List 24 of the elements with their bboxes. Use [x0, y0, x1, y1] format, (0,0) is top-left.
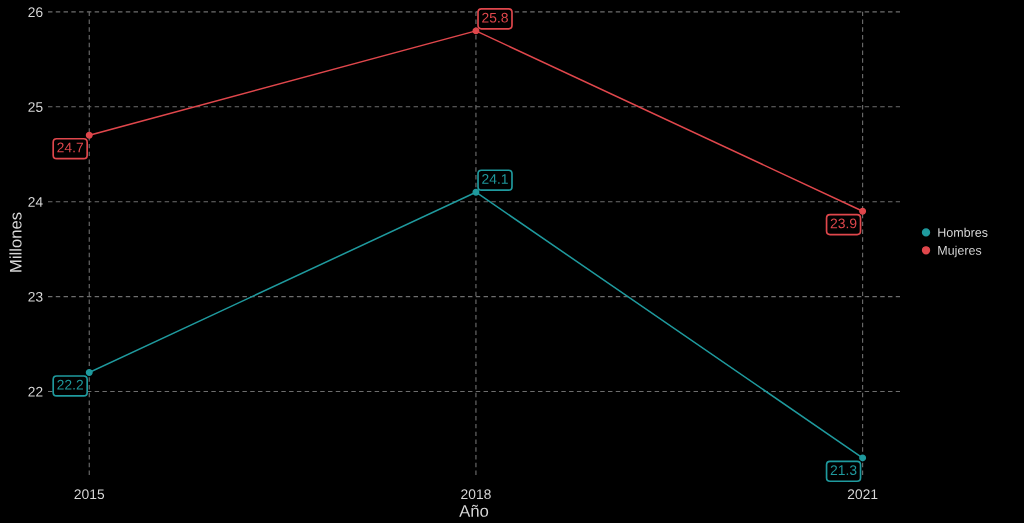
y-tick-label: 23 [28, 291, 43, 302]
x-tick-label: 2015 [74, 489, 105, 500]
data-label: 24.7 [57, 142, 83, 153]
point [85, 369, 93, 376]
x-axis-title: Año [459, 504, 489, 517]
point [859, 454, 867, 462]
data-label: 21.3 [830, 465, 857, 476]
y-tick-label: 25 [28, 102, 43, 112]
x-tick-label: 2021 [847, 489, 878, 500]
point [472, 188, 480, 196]
point [859, 207, 867, 215]
legend-label: Hombres [938, 227, 988, 237]
y-tick-label: 26 [28, 7, 43, 18]
x-tick-label: 2018 [461, 489, 491, 500]
y-axis-title: Millones [9, 212, 22, 272]
y-tick-label: 24 [28, 197, 43, 207]
data-label: 22.2 [57, 379, 83, 390]
data-label: 23.9 [830, 218, 857, 229]
point [85, 131, 93, 139]
y-tick-label: 22 [28, 386, 43, 397]
data-label: 24.1 [482, 174, 508, 184]
data-label: 25.8 [482, 12, 508, 23]
legend-label: Mujeres [938, 245, 982, 258]
point [472, 27, 480, 35]
